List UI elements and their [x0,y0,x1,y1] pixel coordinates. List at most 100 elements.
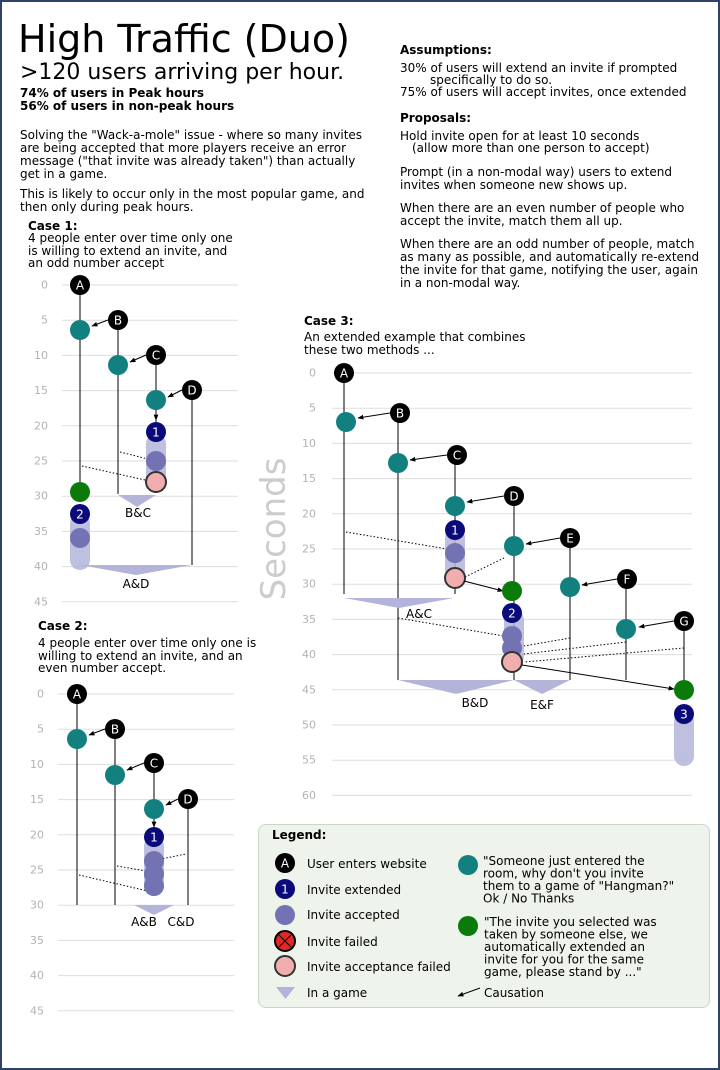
case1-game-triangle [80,565,192,575]
legend-invite-failed: Invite failed [307,935,378,949]
case3-accepted-marker [445,543,465,563]
case3-axis-tick-label: 55 [302,754,316,767]
case2-axis-tick-label: 0 [37,688,44,701]
case3-causation-arrow [357,412,391,420]
case3-axis-tick-label: 45 [302,683,316,696]
proposal-1: Hold invite open for at least 10 seconds [400,129,640,143]
case1-axis-tick-label: 10 [34,349,48,362]
case3-prompt-marker [616,619,636,639]
case3-causation-dotted [345,531,454,551]
case3-causation-arrow [581,578,618,587]
case1-user-marker [182,380,202,400]
case2-user-marker-label: C [150,757,158,771]
proposal-1-cont: (allow more than one person to accept) [412,141,650,155]
case3-acceptance-failed-marker [444,567,466,589]
legend-user-icon [275,853,295,873]
case2-causation-dotted [155,853,187,861]
case1-causation-arrow [129,354,147,363]
case1-description: 4 people enter over time only one is wil… [28,231,233,270]
case1-invite-marker [70,504,90,524]
case1-axis-tick-label: 5 [41,314,48,327]
case3-prompt-marker [445,496,465,516]
assumption-1-cont: specifically to do so. [430,73,553,87]
case3-game-triangle [514,680,570,694]
legend-acceptance-failed: Invite acceptance failed [307,960,451,974]
case1-prompt-marker [108,355,128,375]
case3-causation-dotted [523,641,627,655]
stat-peak: 74% of users in Peak hours [20,86,205,100]
legend-invite-icon-label: 1 [281,883,289,897]
case3-axis-tick-label: 15 [302,472,316,485]
case3-causation-arrow [466,495,505,504]
case1-axis-tick-label: 25 [34,455,48,468]
case3-game-label: B&D [462,696,489,710]
case3-user-marker-label: D [509,490,518,504]
case1-user-marker-label: C [152,349,160,363]
case2-prompt-marker [144,799,164,819]
case3-axis-tick-label: 50 [302,719,316,732]
case3-causation-dotted [523,647,685,663]
legend-game-icon [276,987,295,999]
seconds-axis-label: Seconds [254,458,294,601]
case3-game-triangle [398,680,514,694]
case2-causation-arrow [88,728,106,736]
case2-causation-dotted [116,865,153,873]
case2-axis-tick-label: 15 [30,793,44,806]
case2-user-marker [67,684,87,704]
case1-auto-invite-marker [70,482,90,502]
page-subtitle: >120 users arriving per hour. [20,60,345,85]
case1-user-marker [70,275,90,295]
legend-causation-arrow [457,987,481,997]
case2-axis-tick-label: 10 [30,758,44,771]
case3-causation-arrow [521,664,675,691]
case2-accepted-marker [144,876,164,896]
case2-user-marker [105,719,125,739]
case2-axis-tick-label: 25 [30,864,44,877]
case3-invite-marker [445,520,465,540]
case3-user-marker [504,486,524,506]
case1-axis-tick-label: 35 [34,525,48,538]
case1-prompt-marker [70,320,90,340]
case3-prompt-marker [504,536,524,556]
case3-user-marker-label: C [453,449,461,463]
case1-causation-arrow [91,319,109,327]
case2-description: 4 people enter over time only one is wil… [38,636,257,675]
case3-causation-arrow [463,580,504,592]
case2-axis-tick-label: 35 [30,934,44,947]
case1-user-marker [108,310,128,330]
case3-user-marker-label: E [566,532,574,546]
case3-user-marker [447,445,467,465]
case2-axis-tick-label: 40 [30,969,44,982]
case1-game-label: A&D [123,577,150,591]
case3-causation-arrow [525,537,561,546]
legend-prompt-icon [458,855,478,875]
case3-causation-arrow [638,620,675,629]
case1-axis-tick-label: 40 [34,560,48,573]
case3-title: Case 3: [304,314,354,328]
case3-game-band [674,712,694,766]
case3-auto-invite-marker [502,581,522,601]
case1-axis-tick-label: 15 [34,384,48,397]
case1-axis-tick-label: 30 [34,490,48,503]
case3-game-label: A&C [406,607,432,621]
case1-causation-arrow [167,389,183,398]
case3-acceptance-failed-marker [501,651,523,673]
case2-game-label: C&D [168,915,195,929]
case1-invite-marker [146,422,166,442]
case1-invite-marker-label: 2 [76,508,84,522]
case2-user-marker-label: B [111,723,119,737]
case3-user-marker [334,363,354,383]
proposal-4: When there are an odd number of people, … [400,237,700,290]
case3-prompt-marker [336,412,356,432]
case1-user-marker-label: D [187,384,196,398]
case2-causation-arrow [126,762,145,771]
case2-causation-arrow [165,798,179,806]
proposal-3: When there are an even number of people … [400,201,685,228]
case3-user-marker-label: G [679,615,688,629]
legend-user-enters: User enters website [307,857,427,871]
case3-auto-invite-marker [674,680,694,700]
case3-description: An extended example that combines these … [304,330,526,357]
case2-axis-tick-label: 5 [37,723,44,736]
